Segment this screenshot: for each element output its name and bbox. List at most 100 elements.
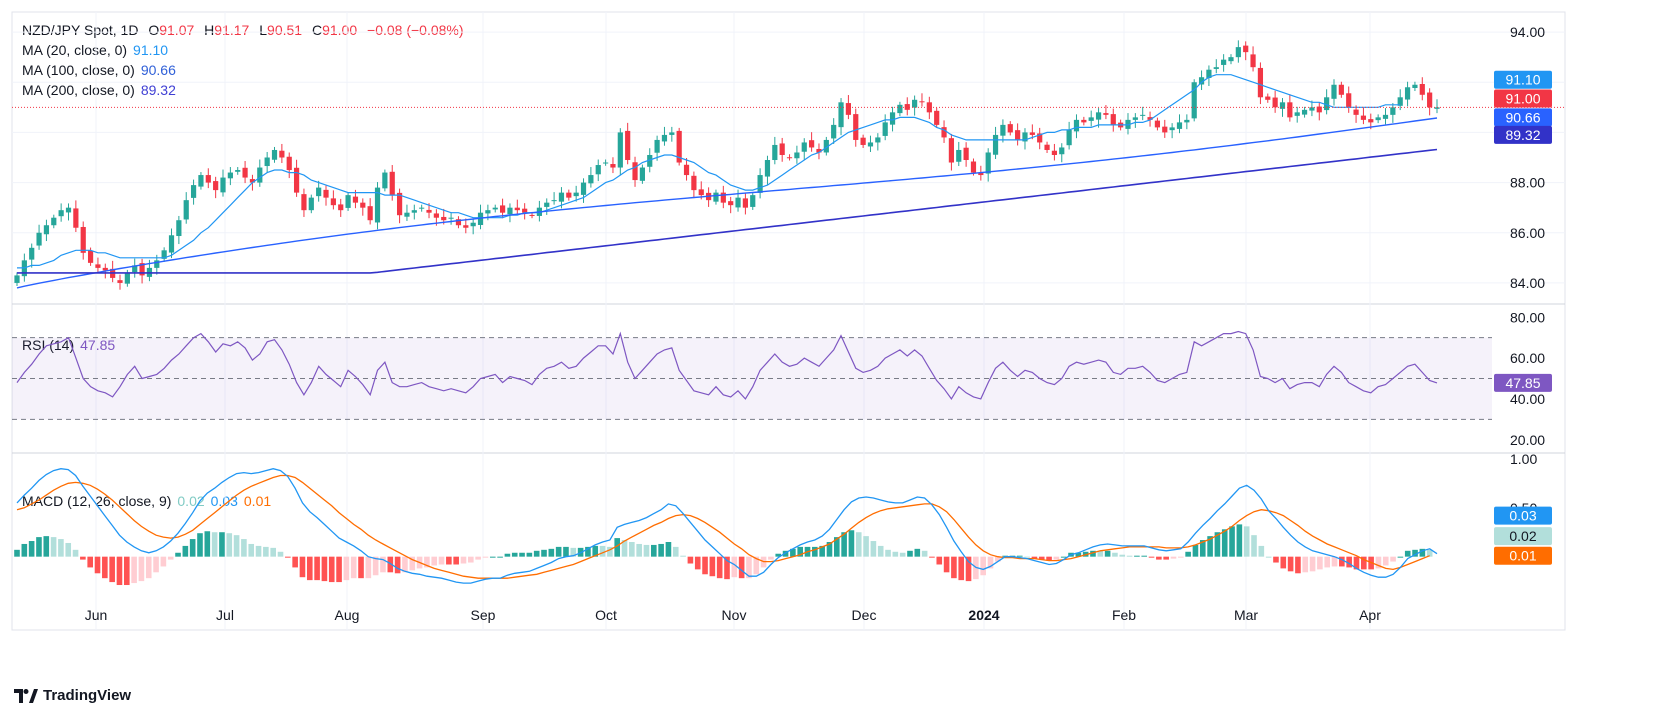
macd-hist-bar [1375, 556, 1382, 569]
rsi-axis-label: 40.00 [1510, 391, 1545, 407]
macd-hist-bar [292, 556, 298, 568]
candle-body [499, 205, 506, 213]
candle-body [257, 167, 263, 183]
macd-legend[interactable]: MACD (12, 26, close, 9) 0.02 0.03 0.01 [22, 493, 277, 509]
ma20-legend[interactable]: MA (20, close, 0) 91.10 [22, 42, 174, 58]
candle-body [1346, 93, 1352, 108]
macd-label: MACD (12, 26, close, 9) [22, 493, 172, 509]
ma200-badge: 89.32 [1505, 127, 1540, 143]
macd-hist-bar [328, 556, 335, 583]
macd-hist-bar [1273, 556, 1279, 563]
macd-hist-bar [1104, 550, 1111, 557]
candle-body [1147, 117, 1153, 120]
macd-hist-bar [1178, 556, 1184, 558]
macd-hist-bar [958, 556, 965, 581]
macd-hist-bar [453, 556, 459, 565]
macd-hist-bar [94, 556, 101, 574]
macd-hist-bar [1112, 552, 1118, 557]
macd-hist-bar [394, 556, 401, 574]
candle-body [1110, 114, 1116, 125]
macd-hist-bar [1397, 556, 1404, 558]
macd-hist-bar [28, 541, 35, 557]
candle-body [757, 175, 763, 193]
macd-line [16, 468, 1438, 584]
macd-hist-bar [1404, 550, 1411, 557]
macd-hist-bar [43, 536, 50, 557]
macd-hist-bar [1229, 526, 1235, 557]
candle-body [919, 101, 925, 103]
low-label: L [259, 22, 268, 38]
macd-hist-bar [614, 538, 621, 557]
macd-hist-bar [336, 556, 342, 583]
macd-signal-line [16, 474, 1430, 579]
candle-body [794, 152, 800, 159]
x-tick-label: 2024 [968, 607, 999, 623]
macd-hist-bar [1141, 555, 1148, 557]
candle-body [227, 172, 233, 179]
macd-hist-bar [372, 556, 379, 576]
macd-hist-bar [1382, 556, 1389, 566]
macd-hist-bar [511, 552, 518, 557]
macd-hist-bar [380, 556, 386, 573]
macd-hist-bar [299, 556, 306, 578]
candle-body [595, 165, 601, 175]
candle-body [654, 139, 660, 153]
candle-body [514, 207, 520, 211]
macd-hist-badge: 0.02 [1509, 528, 1536, 544]
candle-body [860, 137, 866, 145]
candle-body [485, 210, 491, 214]
macd-hist-bar [892, 551, 899, 557]
x-tick-label: Mar [1234, 607, 1258, 623]
candle-body [1375, 117, 1381, 121]
macd-hist-bar [197, 533, 203, 557]
x-tick-label: Jun [85, 607, 108, 623]
candle-body [956, 149, 962, 162]
candle-body [1390, 107, 1396, 115]
ma200-legend[interactable]: MA (200, close, 0) 89.32 [22, 82, 182, 98]
macd-hist-bar [995, 556, 1001, 562]
macd-hist-bar [321, 556, 328, 582]
macd-hist-bar [1024, 556, 1030, 558]
candle-body [1059, 147, 1065, 155]
time-axis [95, 12, 1371, 630]
macd-hist-bar [438, 556, 445, 565]
macd-hist-bar [1243, 526, 1250, 557]
ma20-badge: 91.10 [1505, 72, 1540, 88]
candle-body [205, 175, 211, 183]
tradingview-logo[interactable]: TradingView [14, 687, 131, 704]
candle-body [441, 216, 447, 221]
macd-hist-bar [914, 548, 921, 557]
macd-hist-bar [1038, 556, 1045, 560]
macd-hist-bar [694, 556, 701, 570]
macd-hist-bar [343, 556, 350, 581]
ma100-legend[interactable]: MA (100, close, 0) 90.66 [22, 62, 182, 78]
candle-body [1184, 119, 1190, 123]
candle-body [396, 192, 403, 216]
candle-body [1316, 106, 1322, 113]
x-tick-label: Aug [335, 607, 360, 623]
macd-hist-bar [848, 530, 855, 557]
macd-hist-bar [592, 545, 599, 557]
macd-hist-bar [665, 542, 672, 557]
macd-hist-bar [746, 556, 752, 579]
candle-body [1213, 67, 1219, 69]
macd-hist-bar [1302, 556, 1309, 573]
candle-body [249, 179, 256, 183]
candle-body [139, 263, 145, 276]
candle-body [683, 164, 690, 176]
candle-body [764, 160, 771, 177]
macd-hist-bar [145, 556, 152, 579]
candle-body [1301, 109, 1308, 115]
macd-hist-bar [1199, 540, 1206, 557]
x-tick-label: Oct [595, 607, 617, 623]
macd-hist-bar [1361, 556, 1367, 570]
candle-body [831, 124, 837, 139]
candle-body [293, 167, 300, 193]
ma20-value: 91.10 [133, 42, 169, 58]
candle-body [1044, 144, 1050, 150]
macd-hist-bar [277, 551, 284, 557]
candle-body [1324, 97, 1330, 111]
macd-hist-bar [87, 556, 93, 568]
candle-body [65, 207, 72, 213]
